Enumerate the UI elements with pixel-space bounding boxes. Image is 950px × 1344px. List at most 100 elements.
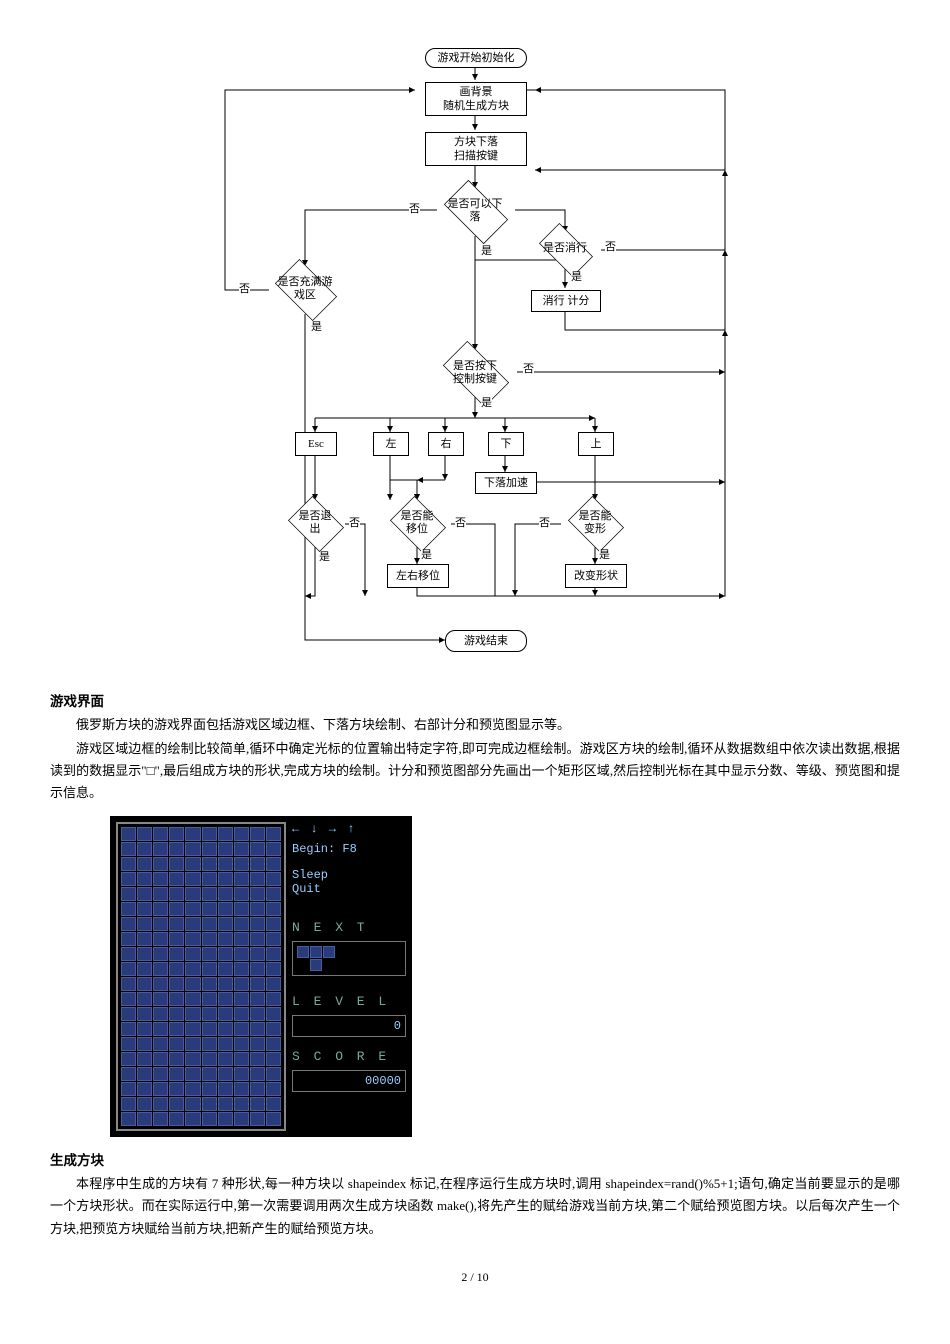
ui-p1: 俄罗斯方块的游戏界面包括游戏区域边框、下落方块绘制、右部计分和预览图显示等。 (50, 714, 900, 736)
grid-cell (266, 932, 281, 946)
fc-can-rotate-label: 是否能 变形 (573, 510, 618, 536)
fc-do-rotate-label: 改变形状 (574, 569, 618, 583)
grid-cell (121, 902, 136, 916)
grid-cell (153, 947, 168, 961)
grid-cell (202, 977, 217, 991)
fc-down-label: 下 (501, 437, 512, 451)
grid-cell (218, 1067, 233, 1081)
quit-text: Quit (292, 882, 406, 896)
fc-do-move-label: 左右移位 (396, 569, 440, 583)
grid-cell (234, 1112, 249, 1126)
grid-cell (121, 827, 136, 841)
fc-clear-label: 消行 计分 (543, 294, 590, 308)
fc-fill-area-label: 是否充满游 戏区 (272, 276, 339, 302)
grid-cell (137, 1052, 152, 1066)
grid-cell (234, 947, 249, 961)
grid-cell (153, 992, 168, 1006)
grid-cell (185, 932, 200, 946)
grid-cell (218, 1052, 233, 1066)
grid-cell (153, 1112, 168, 1126)
grid-cell (185, 887, 200, 901)
next-cell (336, 959, 348, 971)
grid-cell (202, 932, 217, 946)
grid-cell (218, 1007, 233, 1021)
grid-cell (234, 992, 249, 1006)
grid-cell (153, 932, 168, 946)
grid-cell (202, 827, 217, 841)
grid-cell (121, 857, 136, 871)
grid-cell (169, 1022, 184, 1036)
grid-cell (121, 932, 136, 946)
fc-do-move: 左右移位 (387, 564, 449, 588)
grid-cell (250, 1112, 265, 1126)
grid-cell (169, 962, 184, 976)
grid-cell (137, 992, 152, 1006)
grid-cell (137, 902, 152, 916)
fc-bg-label: 画背景 随机生成方块 (443, 85, 509, 114)
fc-lbl-no-1: 否 (409, 204, 420, 215)
grid-cell (266, 827, 281, 841)
grid-cell (202, 962, 217, 976)
grid-cell (218, 857, 233, 871)
grid-cell (121, 962, 136, 976)
grid-cell (218, 962, 233, 976)
grid-cell (250, 887, 265, 901)
grid-cell (218, 977, 233, 991)
grid-cell (266, 1052, 281, 1066)
grid-cell (234, 1022, 249, 1036)
grid-cell (169, 872, 184, 886)
fc-up: 上 (578, 432, 614, 456)
grid-cell (202, 887, 217, 901)
fc-can-move: 是否能 移位 (387, 500, 447, 546)
grid-cell (169, 827, 184, 841)
grid-cell (169, 842, 184, 856)
grid-cell (185, 1052, 200, 1066)
grid-cell (153, 887, 168, 901)
fc-line-clear: 是否消行 (533, 230, 597, 268)
grid-cell (121, 1082, 136, 1096)
grid-cell (234, 857, 249, 871)
fc-clear: 消行 计分 (531, 290, 601, 312)
grid-cell (202, 1067, 217, 1081)
fc-lbl-no-3: 否 (605, 242, 616, 253)
grid-cell (250, 947, 265, 961)
grid-cell (137, 1082, 152, 1096)
grid-cell (169, 857, 184, 871)
grid-cell (250, 1082, 265, 1096)
grid-cell (153, 917, 168, 931)
grid-cell (121, 992, 136, 1006)
grid-cell (250, 977, 265, 991)
grid-cell (266, 1082, 281, 1096)
grid-cell (266, 842, 281, 856)
grid-cell (169, 1052, 184, 1066)
info-panel: ← ↓ → ↑ Begin: F8 Sleep Quit N E X T L E… (292, 822, 406, 1131)
fc-key-press: 是否按下 控制按键 (435, 350, 515, 396)
grid-cell (202, 1022, 217, 1036)
fc-lbl-no-7: 否 (539, 518, 550, 529)
fc-lbl-yes-4: 是 (481, 398, 492, 409)
grid-cell (202, 992, 217, 1006)
grid-cell (234, 962, 249, 976)
fc-end: 游戏结束 (445, 630, 527, 652)
grid-cell (153, 1097, 168, 1111)
grid-cell (202, 857, 217, 871)
grid-cell (218, 917, 233, 931)
grid-cell (266, 962, 281, 976)
grid-cell (234, 872, 249, 886)
flowchart: 游戏开始初始化 画背景 随机生成方块 方块下落 扫描按键 是否可以下 落 否 是… (195, 40, 755, 680)
grid-cell (266, 977, 281, 991)
grid-cell (137, 842, 152, 856)
fc-can-fall-label: 是否可以下 落 (442, 198, 509, 224)
grid-cell (185, 947, 200, 961)
fc-quit-label: 是否退 出 (293, 510, 338, 536)
grid-cell (202, 872, 217, 886)
fc-lbl-no-2: 否 (239, 284, 250, 295)
grid-cell (218, 992, 233, 1006)
fc-quit: 是否退 出 (285, 500, 345, 546)
fc-fall-label: 方块下落 扫描按键 (454, 135, 498, 164)
fc-can-fall: 是否可以下 落 (437, 188, 513, 234)
grid-cell (121, 917, 136, 931)
grid-cell (266, 992, 281, 1006)
grid-cell (185, 992, 200, 1006)
fc-right: 右 (428, 432, 464, 456)
